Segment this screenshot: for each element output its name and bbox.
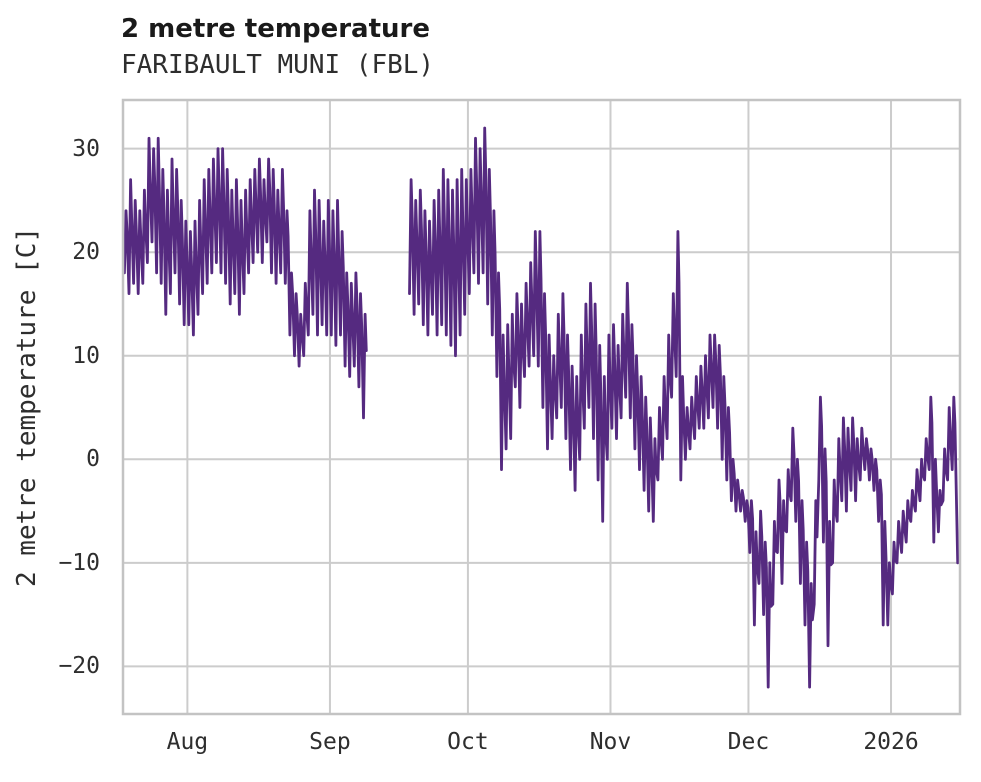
y-tick-label: 10 [72, 342, 100, 369]
chart-title: 2 metre temperature [121, 14, 430, 44]
y-tick-label: −10 [58, 549, 100, 576]
x-tick-label: Nov [589, 729, 632, 755]
y-tick-label: 30 [72, 135, 100, 162]
temperature-line [123, 126, 960, 689]
y-tick-label: −20 [58, 653, 100, 680]
plot-border [121, 98, 962, 716]
x-tick-label: 2026 [863, 729, 919, 755]
x-tick-label: Dec [727, 729, 770, 755]
x-tick-label: Aug [166, 729, 209, 755]
x-tick-label: Sep [309, 729, 351, 755]
chart-subtitle: FARIBAULT MUNI (FBL) [121, 50, 435, 80]
y-tick-label: 0 [86, 446, 100, 473]
y-tick-label: 20 [72, 239, 100, 266]
x-tick-label: Oct [447, 729, 489, 755]
